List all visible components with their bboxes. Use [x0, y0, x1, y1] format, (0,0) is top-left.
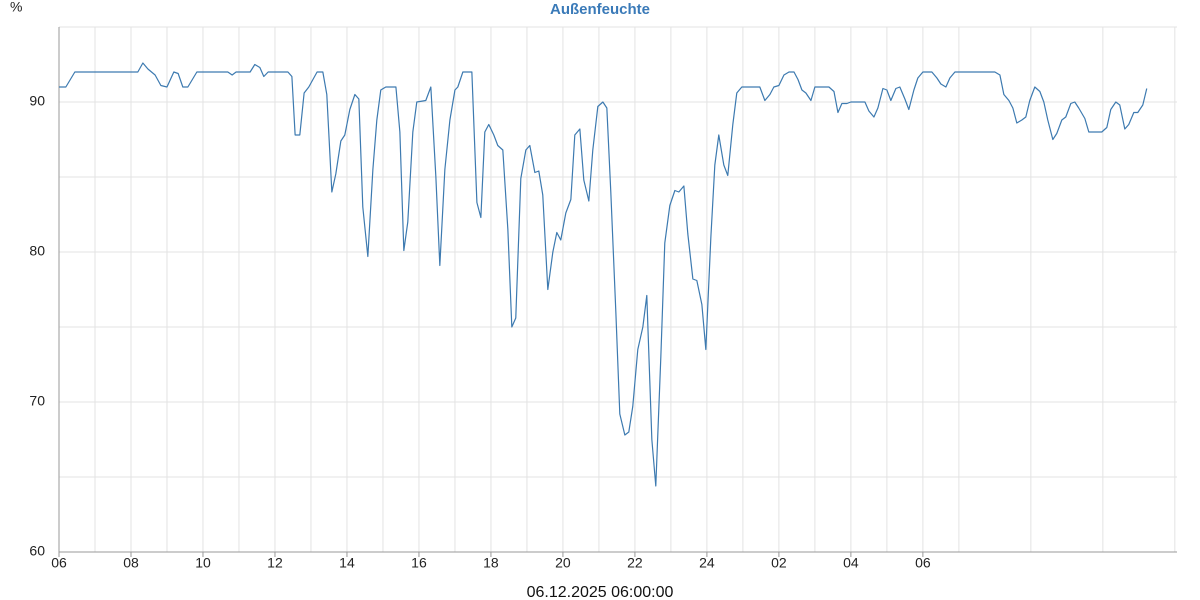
x-tick-label: 16	[411, 555, 427, 571]
x-tick-label: 10	[195, 555, 211, 571]
x-tick-label: 24	[699, 555, 715, 571]
chart-title: Außenfeuchte	[550, 1, 650, 18]
x-tick-label: 12	[267, 555, 283, 571]
x-tick-label: 04	[843, 555, 859, 571]
x-tick-label: 06	[51, 555, 67, 571]
y-tick-label: 80	[29, 243, 45, 259]
data-line	[59, 62, 1148, 487]
x-tick-label: 18	[483, 555, 499, 571]
x-axis-title: 06.12.2025 06:00:00	[527, 584, 674, 600]
x-tick-label: 02	[771, 555, 787, 571]
x-tick-label: 08	[123, 555, 139, 571]
y-tick-label: 70	[29, 393, 45, 409]
y-tick-label: 60	[29, 543, 45, 559]
y-tick-label: 90	[29, 93, 45, 109]
x-tick-label: 14	[339, 555, 355, 571]
x-tick-label: 20	[555, 555, 571, 571]
x-tick-label: 22	[627, 555, 643, 571]
x-tick-label: 06	[915, 555, 931, 571]
y-axis-label: %	[10, 0, 22, 15]
